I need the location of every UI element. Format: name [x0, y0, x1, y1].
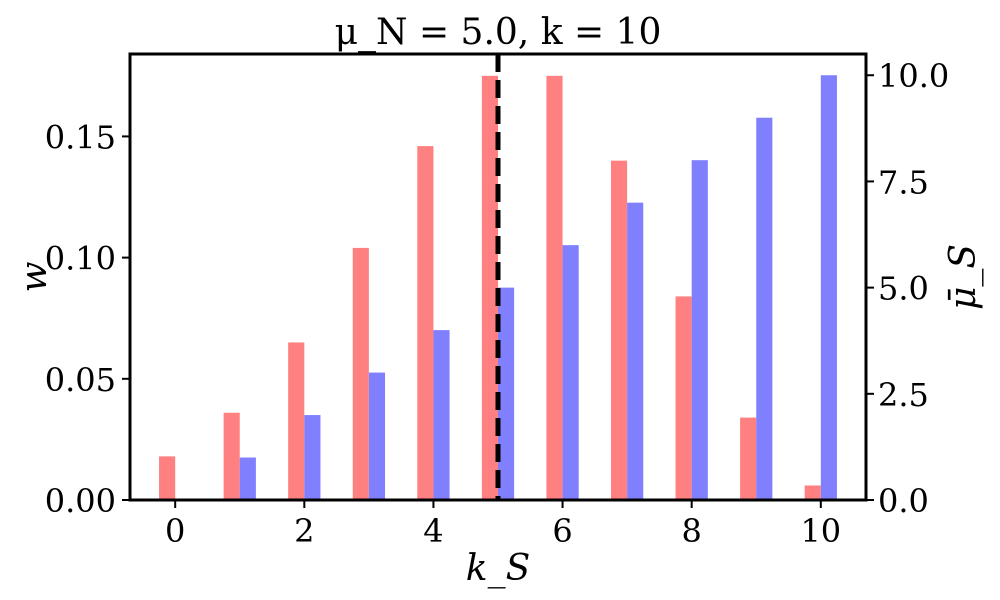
weight-bar-3 [352, 247, 369, 500]
chart-title: μ_N = 5.0, k = 10 [335, 12, 662, 53]
weight-bars [159, 75, 821, 501]
mean-bar-5 [498, 287, 515, 500]
plot-frame [128, 52, 868, 502]
y-left-tick-label: 0.15 [45, 118, 116, 156]
mean-bar-9 [756, 117, 773, 500]
mean-bar-10 [820, 75, 837, 500]
weight-bar-0 [159, 456, 176, 500]
y-axis-right-label: μ̄_S [943, 244, 984, 310]
mean-bar-3 [368, 372, 386, 500]
weight-bar-4 [417, 146, 434, 500]
y-right-tick-label: 7.5 [878, 163, 929, 201]
x-tick-label: 0 [165, 512, 185, 550]
y-right-tick-label: 5.0 [878, 270, 929, 308]
y-axis-left-label: w [14, 261, 55, 292]
y-right-tick-label: 0.0 [878, 482, 929, 520]
x-tick-label: 10 [800, 512, 841, 550]
weight-bar-7 [610, 160, 628, 501]
y-left-tick-label: 0.00 [45, 482, 116, 520]
mean-bar-7 [627, 202, 644, 500]
x-tick-label: 4 [423, 512, 443, 550]
y-axis-left: 0.00 0.05 0.10 0.15 [45, 118, 130, 520]
y-right-tick-label: 10.0 [878, 57, 949, 95]
x-tick-label: 8 [682, 512, 702, 550]
weight-bar-2 [288, 342, 305, 500]
weight-bar-5 [481, 75, 498, 500]
weight-bar-8 [675, 296, 692, 500]
x-axis: 0 2 4 6 8 10 [165, 500, 841, 550]
x-tick-label: 2 [294, 512, 314, 550]
weight-bar-9 [740, 417, 757, 500]
weight-bar-6 [546, 75, 563, 500]
x-axis-label: k_S [466, 548, 530, 589]
weight-bar-10 [804, 485, 821, 500]
y-left-tick-label: 0.05 [45, 361, 116, 399]
mean-bar-2 [304, 415, 321, 500]
y-right-tick-label: 2.5 [878, 376, 929, 414]
mean-bar-1 [239, 457, 256, 500]
mean-bars [239, 75, 837, 500]
mean-bar-8 [691, 160, 708, 500]
mean-bar-6 [562, 245, 579, 500]
weight-bar-1 [223, 412, 240, 500]
x-tick-label: 6 [552, 512, 572, 550]
y-axis-right: 0.0 2.5 5.0 7.5 10.0 [866, 57, 949, 520]
mean-bar-4 [433, 330, 450, 500]
y-left-tick-label: 0.10 [45, 240, 116, 278]
